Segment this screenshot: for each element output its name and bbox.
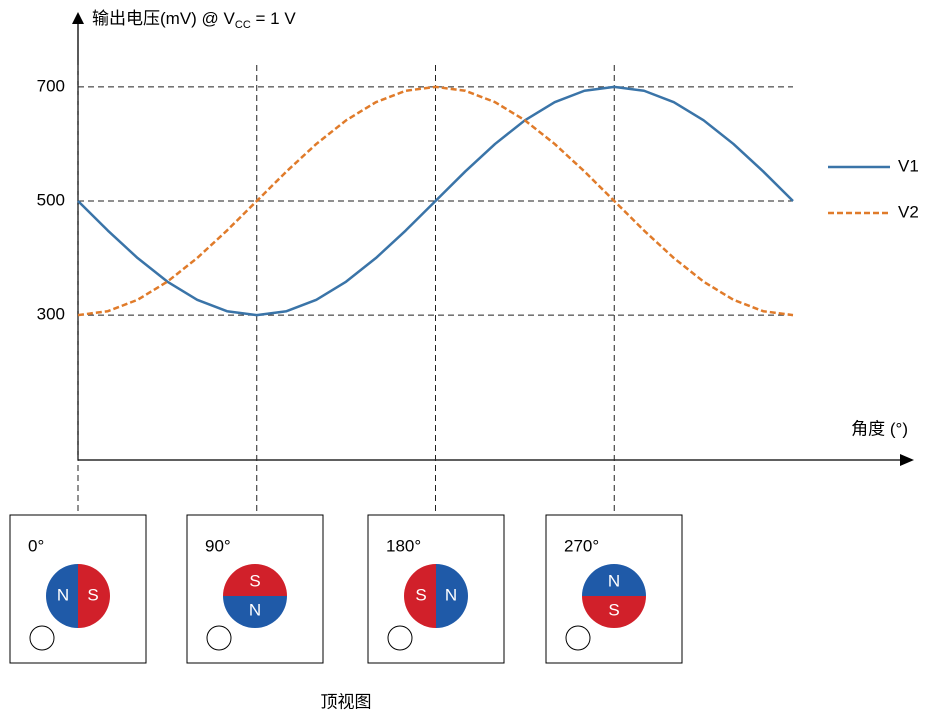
y-tick-label: 700 xyxy=(37,76,65,95)
caption: 顶视图 xyxy=(321,692,372,711)
angle-label: 90° xyxy=(205,536,231,555)
magnet-pole xyxy=(46,564,78,628)
angle-label: 0° xyxy=(28,536,44,555)
x-axis-label: 角度 (°) xyxy=(851,419,908,438)
series-line xyxy=(77,85,794,317)
y-tick-label: 500 xyxy=(37,190,65,209)
magnet-pole xyxy=(404,564,436,628)
pole-label: N xyxy=(57,585,69,604)
sensor xyxy=(206,625,232,651)
pole-label: S xyxy=(608,600,619,619)
legend-label: V1 xyxy=(898,156,919,175)
magnet-pole xyxy=(582,564,646,596)
magnet-pole xyxy=(223,564,287,596)
sensor xyxy=(387,625,413,651)
angle-label: 270° xyxy=(564,536,599,555)
pole-label: S xyxy=(415,585,426,604)
series-line xyxy=(77,85,794,317)
y-axis-label: 输出电压(mV) @ VCC = 1 V xyxy=(92,9,296,30)
angle-label: 180° xyxy=(386,536,421,555)
magnet-pole xyxy=(582,596,646,628)
y-axis-arrow xyxy=(72,12,84,24)
magnet-pole xyxy=(78,564,110,628)
magnet-pole xyxy=(436,564,468,628)
x-axis-arrow xyxy=(900,454,914,466)
y-tick-label: 300 xyxy=(37,305,65,324)
sensor xyxy=(565,625,591,651)
pole-label: S xyxy=(87,585,98,604)
legend-label: V2 xyxy=(898,202,919,221)
pole-label: N xyxy=(608,571,620,590)
magnet-pole xyxy=(223,596,287,628)
pole-label: N xyxy=(249,600,261,619)
pole-label: N xyxy=(445,585,457,604)
pole-label: S xyxy=(249,571,260,590)
sensor xyxy=(29,625,55,651)
